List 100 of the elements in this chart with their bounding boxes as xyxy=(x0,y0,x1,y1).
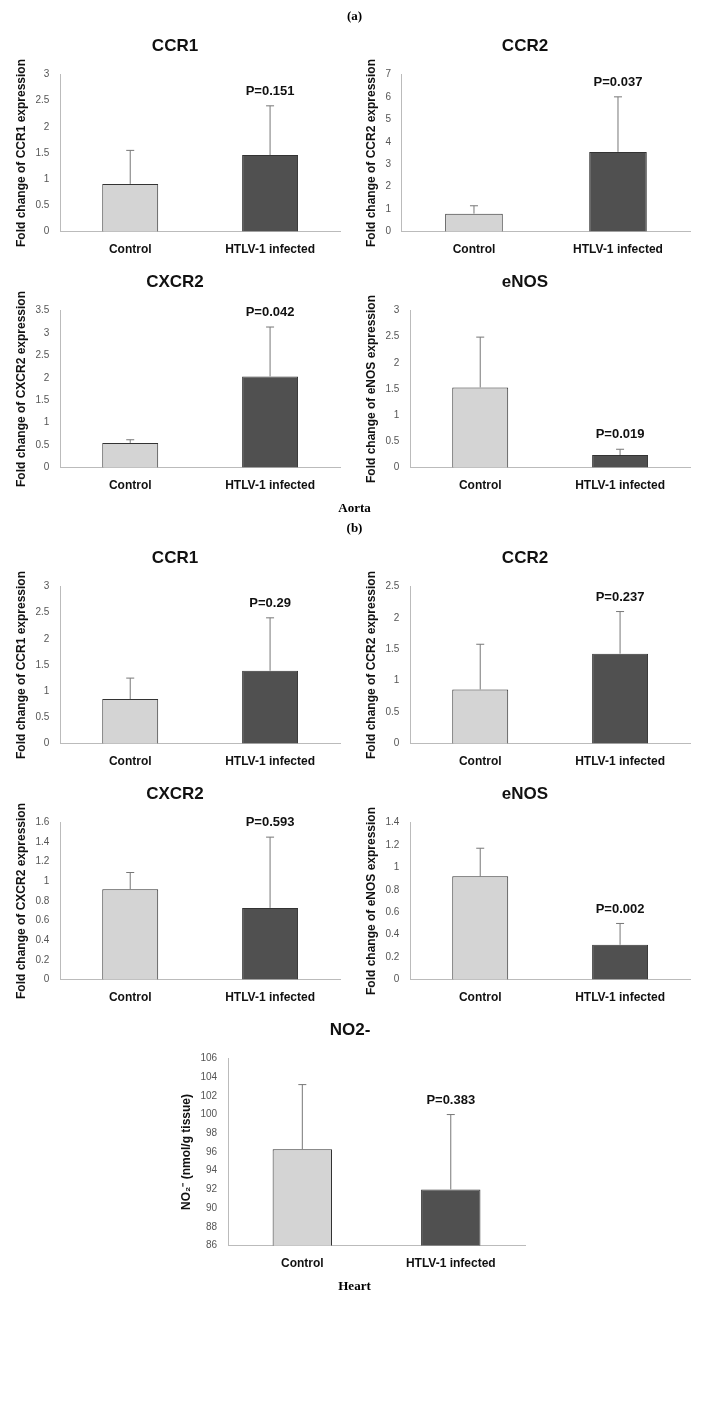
x-tick-label: Control xyxy=(108,478,152,493)
annotation: P=0.383 xyxy=(425,1091,475,1107)
x-tick-label: HTLV-1 infected xyxy=(224,990,315,1005)
annotation: P=0.593 xyxy=(245,814,294,830)
y-axis-title: NO₂⁻ (nmol/g tissue) xyxy=(178,1093,193,1211)
text: (a) xyxy=(345,8,364,24)
annotation: P=0.29 xyxy=(248,594,291,610)
y-tick-label: 92 xyxy=(205,1183,218,1195)
y-tick-label: 3 xyxy=(43,580,50,592)
chart-title: CXCR2 xyxy=(145,783,204,803)
x-tick-label: Control xyxy=(108,990,152,1005)
y-axis-title: Fold change of CCR1 expression xyxy=(13,570,28,760)
y-tick-label: 96 xyxy=(205,1145,218,1157)
x-tick-label: Control xyxy=(108,242,152,257)
y-tick-label: 0 xyxy=(43,973,50,985)
y-tick-label: 0.8 xyxy=(34,894,50,906)
y-tick-label: 0.2 xyxy=(384,950,400,962)
x-tick-label: HTLV-1 infected xyxy=(574,754,665,769)
x-tick-label: HTLV-1 infected xyxy=(572,242,663,257)
y-tick-label: 86 xyxy=(205,1239,218,1251)
y-tick-label: 0.6 xyxy=(34,914,50,926)
y-tick-label: 0 xyxy=(384,225,391,237)
y-tick-label: 2 xyxy=(384,180,391,192)
y-axis-title: Fold change of CCR2 expression xyxy=(363,58,378,248)
y-tick-label: 0 xyxy=(393,461,400,473)
y-tick-label: 1 xyxy=(393,674,400,686)
y-tick-label: 0.5 xyxy=(384,435,400,447)
y-tick-label: 0.5 xyxy=(34,199,50,211)
y-tick-label: 0.4 xyxy=(384,928,400,940)
x-tick-label: HTLV-1 infected xyxy=(574,990,665,1005)
y-tick-label: 2.5 xyxy=(34,94,50,106)
x-tick-label: HTLV-1 infected xyxy=(224,478,315,493)
x-tick-label: Control xyxy=(280,1256,324,1271)
chart-title: eNOS xyxy=(501,271,548,291)
y-tick-label: 0.8 xyxy=(384,883,400,895)
y-tick-label: 104 xyxy=(199,1070,218,1082)
annotation: P=0.042 xyxy=(245,304,294,320)
y-tick-label: 2.5 xyxy=(384,330,400,342)
x-tick-label: Control xyxy=(452,242,495,257)
y-tick-label: 4 xyxy=(384,135,391,147)
y-tick-label: 1 xyxy=(43,684,50,696)
y-tick-label: 1.6 xyxy=(34,816,50,828)
y-tick-label: 90 xyxy=(205,1201,218,1213)
x-tick-label: HTLV-1 infected xyxy=(224,242,315,257)
text: Aorta xyxy=(337,500,372,516)
annotation: P=0.019 xyxy=(595,426,644,442)
y-tick-label: 1 xyxy=(43,172,50,184)
chart-title: CCR1 xyxy=(151,35,198,55)
y-axis-title: Fold change of CXCR2 expression xyxy=(13,290,28,488)
x-tick-label: Control xyxy=(458,990,502,1005)
y-tick-label: 3 xyxy=(43,68,50,80)
y-tick-label: 1.2 xyxy=(34,855,50,867)
y-tick-label: 0 xyxy=(43,737,50,749)
text: Heart xyxy=(337,1278,372,1294)
y-tick-label: 3.5 xyxy=(34,304,50,316)
y-tick-label: 1 xyxy=(384,202,391,214)
x-tick-label: Control xyxy=(108,754,152,769)
y-axis-title: Fold change of CCR2 expression xyxy=(363,570,378,760)
x-tick-label: Control xyxy=(458,478,502,493)
y-axis-title: Fold change of eNOS expression xyxy=(363,294,378,484)
y-tick-label: 94 xyxy=(205,1164,218,1176)
y-tick-label: 6 xyxy=(384,90,391,102)
chart-title: NO2- xyxy=(329,1019,370,1039)
x-tick-label: HTLV-1 infected xyxy=(574,478,665,493)
y-tick-label: 2 xyxy=(43,120,50,132)
y-tick-label: 1.4 xyxy=(384,816,400,828)
y-tick-label: 1.5 xyxy=(34,393,50,405)
chart-title: CCR2 xyxy=(501,35,548,55)
y-tick-label: 1.2 xyxy=(384,838,400,850)
text: (b) xyxy=(345,520,364,536)
y-tick-label: 0.5 xyxy=(34,711,50,723)
y-tick-label: 0 xyxy=(393,973,400,985)
x-tick-label: HTLV-1 infected xyxy=(405,1256,496,1271)
chart-title: eNOS xyxy=(501,783,548,803)
x-tick-label: Control xyxy=(458,754,502,769)
y-tick-label: 1.4 xyxy=(34,835,50,847)
y-tick-label: 5 xyxy=(384,113,391,125)
y-tick-label: 2.5 xyxy=(384,580,400,592)
y-tick-label: 2.5 xyxy=(34,349,50,361)
y-tick-label: 3 xyxy=(384,157,391,169)
y-tick-label: 1 xyxy=(393,408,400,420)
y-tick-label: 1 xyxy=(43,875,50,887)
y-tick-label: 2 xyxy=(43,632,50,644)
annotation: P=0.237 xyxy=(595,588,644,604)
chart-title: CCR2 xyxy=(501,547,548,567)
y-tick-label: 2 xyxy=(393,356,400,368)
y-axis-title: Fold change of eNOS expression xyxy=(363,806,378,996)
y-tick-label: 102 xyxy=(199,1089,218,1101)
y-tick-label: 2.5 xyxy=(34,606,50,618)
y-axis-title: Fold change of CXCR2 expression xyxy=(13,802,28,1000)
annotation: P=0.151 xyxy=(245,82,294,98)
y-tick-label: 0 xyxy=(43,225,50,237)
y-tick-label: 2 xyxy=(43,371,50,383)
y-tick-label: 100 xyxy=(199,1108,218,1120)
y-tick-label: 0.5 xyxy=(384,705,400,717)
y-tick-label: 0 xyxy=(43,461,50,473)
y-tick-label: 3 xyxy=(393,304,400,316)
y-tick-label: 2 xyxy=(393,611,400,623)
y-tick-label: 106 xyxy=(199,1052,218,1064)
y-tick-label: 0.5 xyxy=(34,438,50,450)
